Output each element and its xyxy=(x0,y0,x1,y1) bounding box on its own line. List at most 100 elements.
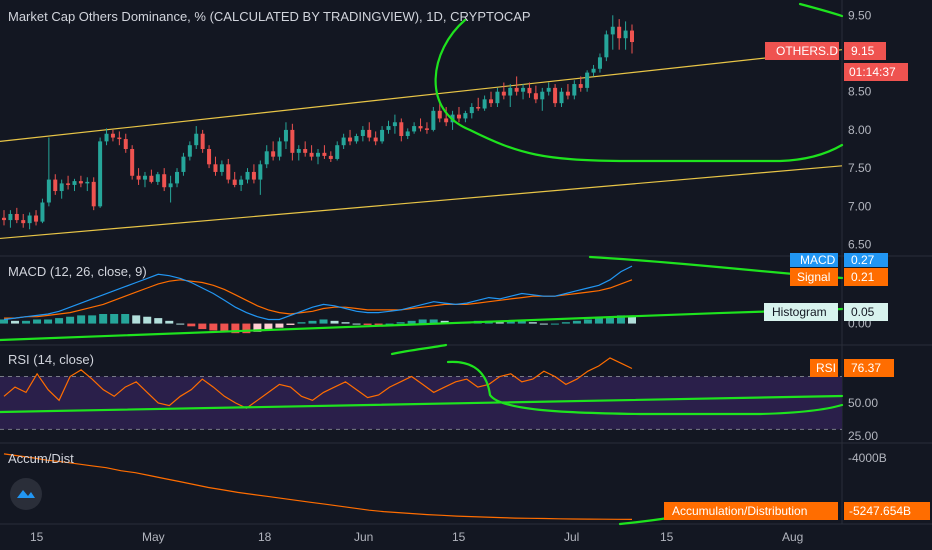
candle xyxy=(162,168,167,192)
drawing-macd-trend[interactable] xyxy=(0,307,844,342)
last-price-tag-bg xyxy=(844,42,886,60)
histogram-bar xyxy=(561,322,570,324)
ad-line xyxy=(3,453,633,521)
drawing-rsi-curve[interactable] xyxy=(446,360,844,416)
last-price-tag: 9.15 xyxy=(851,44,875,58)
rsi-line xyxy=(3,357,633,409)
candle xyxy=(380,126,385,144)
candle xyxy=(219,160,224,176)
candle xyxy=(399,118,404,142)
signal-label: Signal xyxy=(797,270,830,284)
histogram-bar xyxy=(330,320,339,324)
candle xyxy=(463,110,468,123)
candle xyxy=(155,171,160,185)
candle xyxy=(424,122,429,134)
ad-value-bg xyxy=(844,502,930,520)
green-freehand-drawings[interactable] xyxy=(0,2,844,526)
drawing-rsi-stroke[interactable] xyxy=(390,343,448,356)
candle xyxy=(21,213,26,228)
candle xyxy=(98,137,103,208)
rsi-title: RSI (14, close) xyxy=(8,352,94,367)
drawing-price-curve[interactable] xyxy=(434,18,844,163)
candle xyxy=(8,210,13,228)
tradingview-logo[interactable] xyxy=(10,478,42,510)
rsi-tick-label: 50.00 xyxy=(848,396,878,410)
price-tick-label: 7.50 xyxy=(848,161,872,175)
candle xyxy=(251,164,256,184)
price-candles[interactable] xyxy=(2,15,634,230)
histogram-bar xyxy=(66,316,75,324)
candle xyxy=(85,177,90,192)
price-tick-label: 7.00 xyxy=(848,199,872,213)
price-tick-label: 8.50 xyxy=(848,85,872,99)
candle xyxy=(123,133,128,153)
histogram-bar xyxy=(0,319,8,324)
price-axis[interactable]: 9.508.508.007.507.006.500.0050.0025.00-4… xyxy=(848,8,887,514)
signal-line xyxy=(4,279,633,319)
histogram-bar xyxy=(506,320,515,324)
signal-label-bg xyxy=(790,268,838,286)
candle xyxy=(290,123,295,161)
candle xyxy=(456,106,461,123)
channel-lines[interactable] xyxy=(0,49,843,240)
candle xyxy=(296,145,301,161)
candle xyxy=(168,175,173,203)
candle xyxy=(104,128,109,146)
drawing-price-top[interactable] xyxy=(798,2,844,18)
candle xyxy=(200,129,205,153)
drawing-rsi-trend[interactable] xyxy=(0,394,844,414)
rsi-series xyxy=(3,357,633,409)
candle xyxy=(341,133,346,150)
time-tick-label: 15 xyxy=(452,530,466,544)
candle xyxy=(78,175,83,188)
histogram-bar xyxy=(352,323,361,325)
candle xyxy=(521,84,526,100)
histogram-bar xyxy=(594,318,603,324)
histogram-bar xyxy=(264,323,273,331)
candle xyxy=(130,145,135,180)
signal-value: 0.21 xyxy=(851,270,875,284)
candle xyxy=(546,82,551,96)
histogram-bar xyxy=(110,314,119,324)
macd-label-bg xyxy=(790,253,838,267)
candle xyxy=(514,76,519,96)
ad-label: Accumulation/Distribution xyxy=(672,504,807,518)
histogram-bar xyxy=(429,319,438,324)
histogram-bar xyxy=(44,319,53,324)
candle xyxy=(207,145,212,169)
candle xyxy=(604,30,609,62)
macd-value: 0.27 xyxy=(851,253,875,267)
candle xyxy=(322,145,327,159)
histogram-bar xyxy=(528,322,537,324)
candle xyxy=(149,169,154,184)
histogram-bar xyxy=(99,314,108,324)
price-tick-label: 6.50 xyxy=(848,238,872,252)
candle xyxy=(437,103,442,123)
rsi-label-bg xyxy=(810,359,838,377)
tradingview-logo-icon xyxy=(17,490,35,498)
candle xyxy=(53,174,58,195)
candle xyxy=(110,129,115,142)
candle xyxy=(239,175,244,192)
main-title: Market Cap Others Dominance, % (CALCULAT… xyxy=(8,9,531,24)
candle xyxy=(283,122,288,150)
candle xyxy=(258,160,263,195)
time-axis[interactable]: 15 May 18 Jun 15 Jul 15 Aug xyxy=(30,530,803,544)
channel-upper-line[interactable] xyxy=(0,49,843,142)
histogram-bar xyxy=(275,323,284,328)
candle xyxy=(373,131,378,146)
candle xyxy=(572,80,577,100)
histogram-bar xyxy=(385,323,394,325)
candle xyxy=(303,141,308,157)
candle xyxy=(392,114,397,134)
candle xyxy=(309,145,314,161)
channel-lower-line[interactable] xyxy=(0,165,843,240)
candle xyxy=(264,145,269,169)
candle xyxy=(386,120,391,134)
candle xyxy=(597,53,602,73)
histogram-bar xyxy=(242,323,251,334)
candle xyxy=(91,177,96,211)
candle xyxy=(34,210,39,226)
histogram-bar xyxy=(616,315,625,324)
